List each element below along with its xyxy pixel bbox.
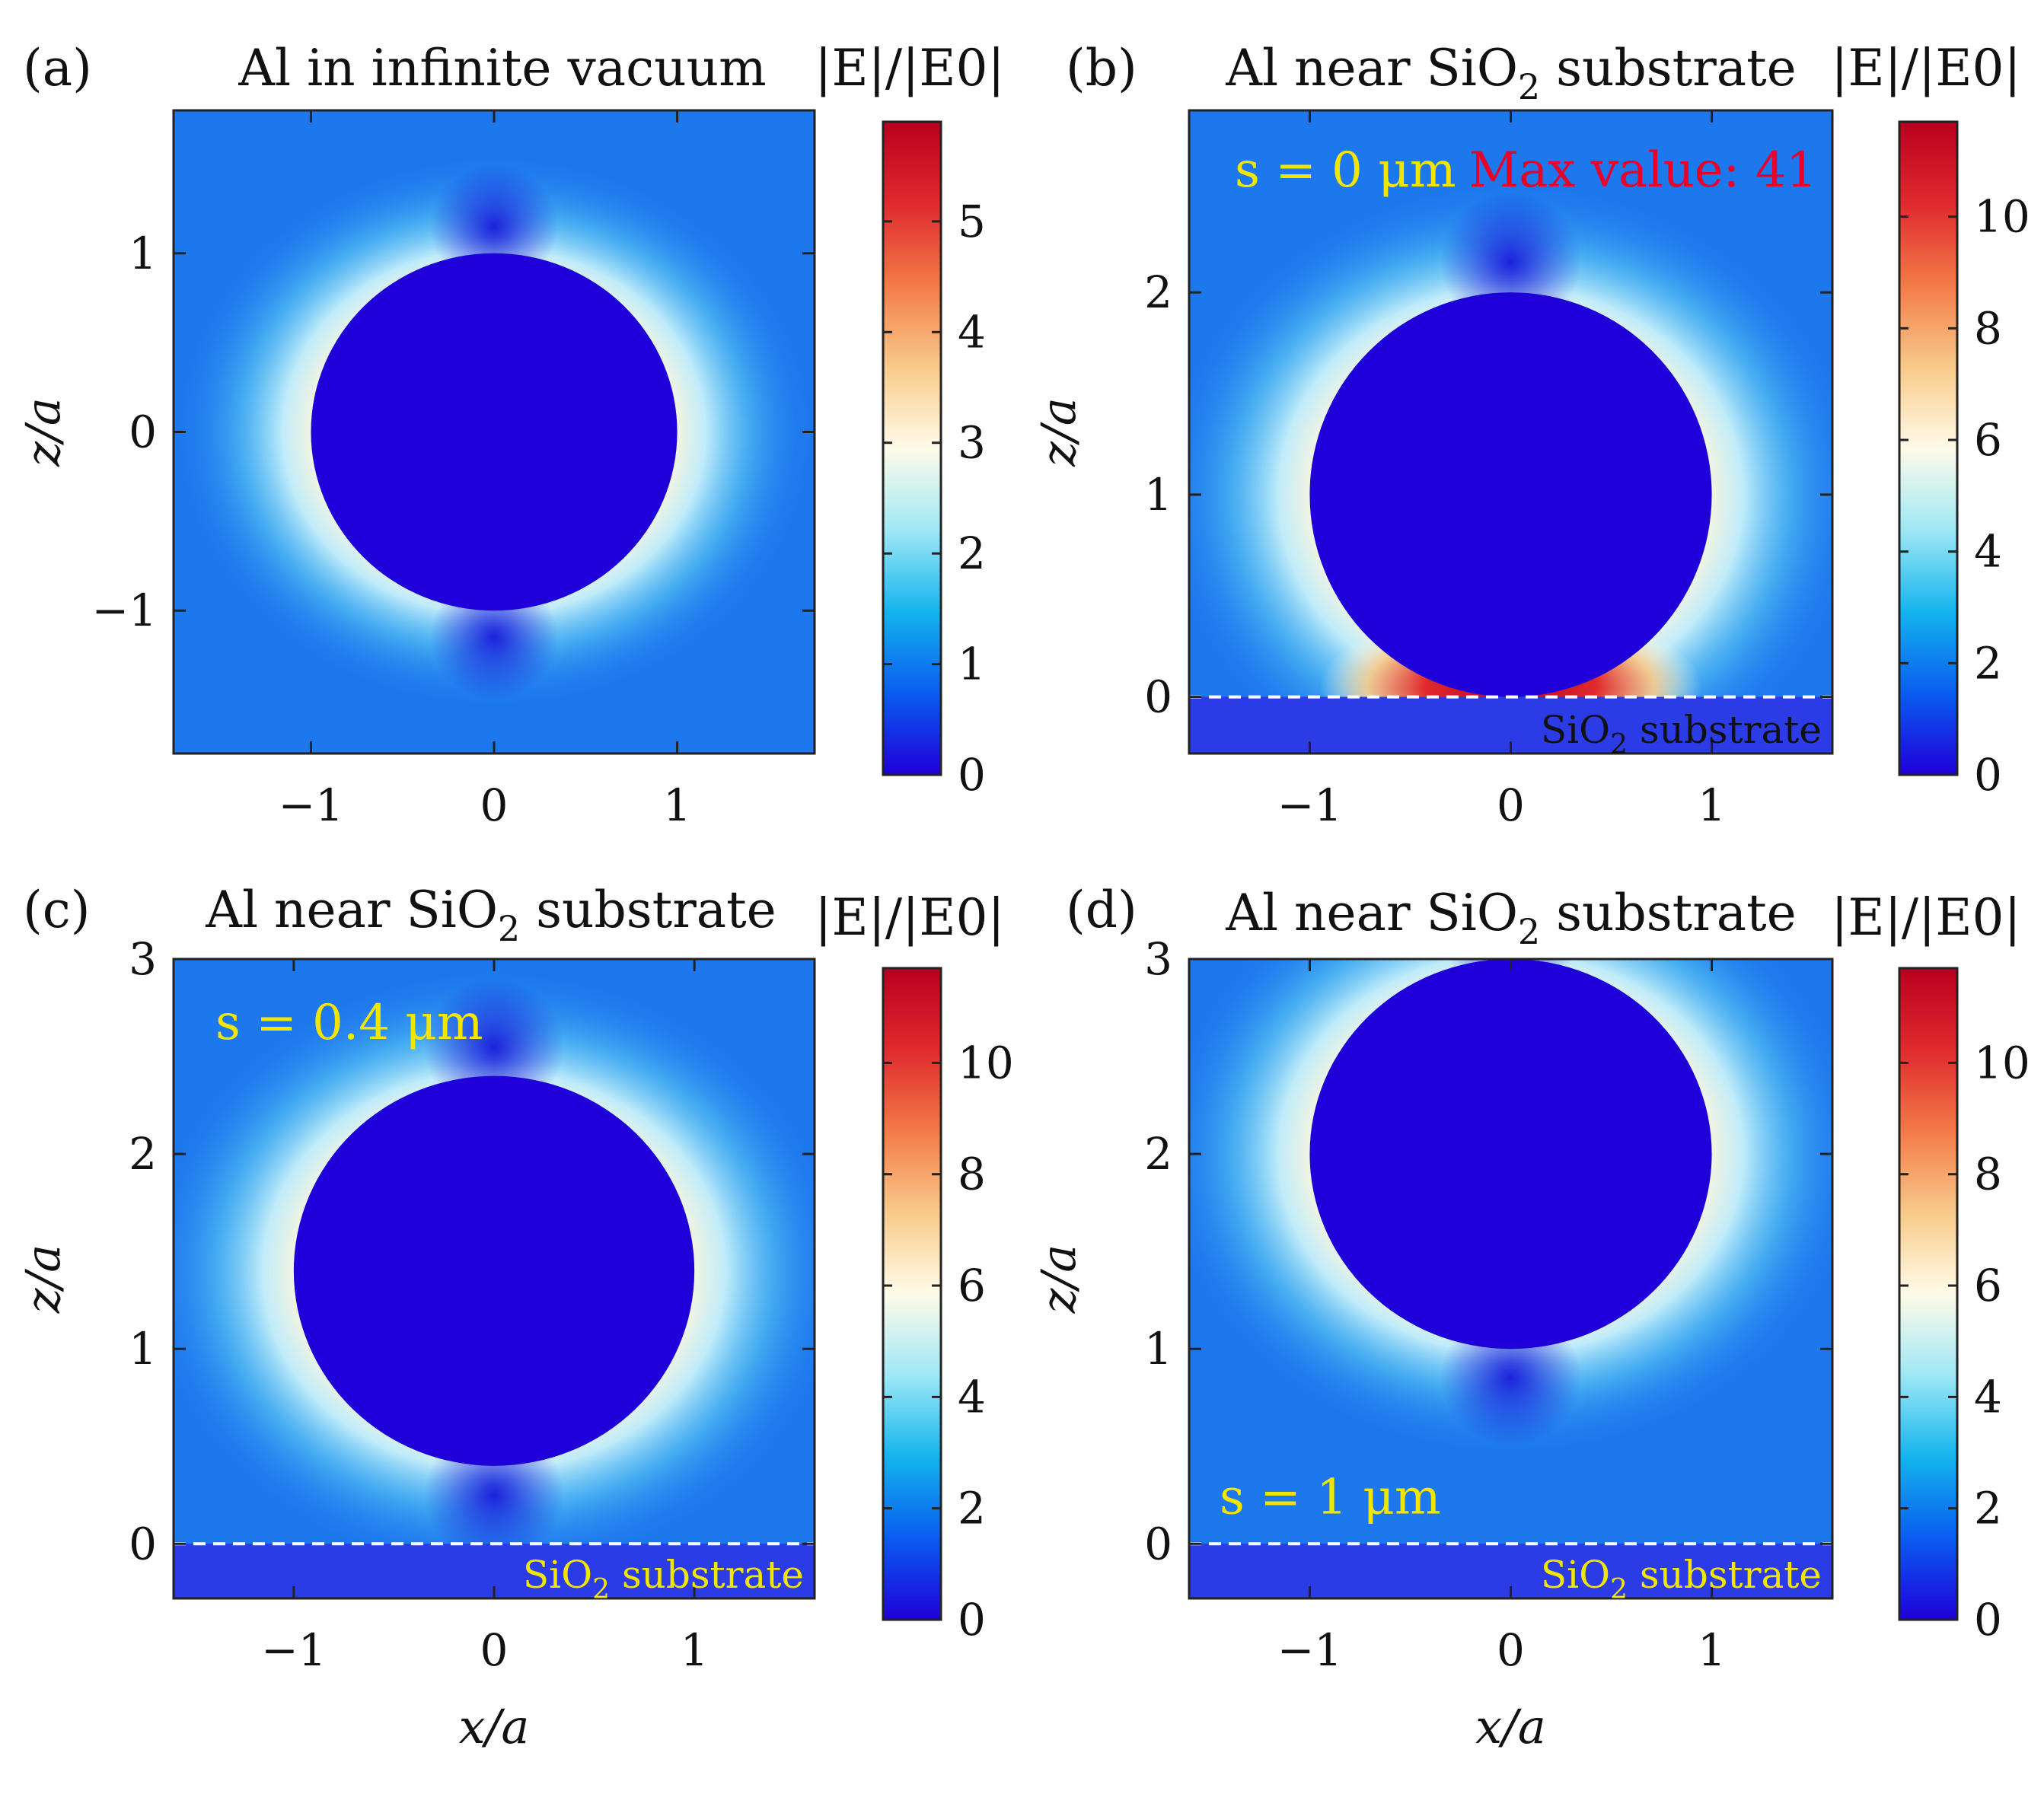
colorbar-tick-label: 6 (1974, 414, 2002, 466)
colorbar (882, 120, 942, 776)
colorbar-tick-label: 10 (1974, 1037, 2030, 1088)
substrate-label: SiO2 substrate (1541, 708, 1822, 760)
y-axis-label: z/a (15, 1244, 71, 1314)
colorbar-tick-label: 5 (958, 196, 986, 247)
field-map (1189, 959, 1832, 1598)
x-tick-label: 1 (663, 779, 691, 831)
colorbar-tick-label: 0 (958, 1594, 986, 1646)
colorbar-tick-label: 2 (1974, 637, 2002, 689)
y-tick-label: 1 (129, 1323, 157, 1375)
colorbar-tick-label: 8 (1974, 1149, 2002, 1200)
panel-label: (c) (23, 881, 90, 939)
y-tick-label: 2 (1144, 266, 1172, 318)
colorbar-label: |E|/|E0| (1831, 39, 2021, 97)
panel-label: (d) (1066, 881, 1137, 939)
y-tick-label: 2 (1144, 1128, 1172, 1180)
panel-title: Al near SiO2 substrate (1225, 39, 1796, 107)
y-tick-label: 1 (1144, 1323, 1172, 1375)
panel-title: Al near SiO2 substrate (205, 881, 776, 949)
colorbar (882, 967, 942, 1621)
colorbar-tick-label: 8 (1974, 302, 2002, 354)
colorbar-tick-label: 2 (1974, 1483, 2002, 1534)
x-tick-label: −1 (279, 779, 344, 831)
colorbar-tick-label: 6 (1974, 1260, 2002, 1311)
colorbar-tick-label: 10 (958, 1037, 1014, 1088)
panel-label: (b) (1066, 39, 1137, 97)
colorbar-tick-label: 4 (1974, 526, 2002, 578)
particle (293, 1075, 695, 1466)
colorbar-tick-label: 0 (1974, 749, 2002, 801)
x-tick-label: 0 (480, 779, 509, 831)
field-map (174, 959, 815, 1598)
colorbar-tick-label: 2 (958, 1483, 986, 1534)
colorbar-tick-label: 10 (1974, 191, 2030, 243)
substrate-label: SiO2 substrate (1541, 1553, 1822, 1605)
field-map (174, 110, 815, 754)
substrate-label: SiO2 substrate (523, 1553, 804, 1605)
y-tick-label: 1 (129, 228, 157, 279)
y-tick-label: 0 (129, 1518, 157, 1569)
panel-label: (a) (23, 39, 92, 97)
y-axis-label: z/a (15, 397, 71, 467)
y-tick-label: 1 (1144, 469, 1172, 521)
colorbar-label: |E|/|E0| (815, 39, 1005, 97)
y-tick-label: 3 (129, 933, 157, 985)
x-tick-label: 0 (1497, 779, 1525, 831)
colorbar-tick-label: 4 (958, 306, 986, 358)
panel-title: Al in infinite vacuum (238, 39, 766, 97)
x-tick-label: 0 (1497, 1624, 1525, 1676)
panel-0: −1 0 1 −1 0 1 z/a (a) Al in infinite vacuum 0 1 2 3 4… (15, 39, 1005, 831)
max-value-annotation: Max value: 41 (1469, 142, 1817, 199)
particle (311, 253, 678, 611)
spacing-annotation: s = 0.4 μm (215, 995, 483, 1051)
particle (1309, 959, 1712, 1349)
colorbar-tick-label: 2 (958, 527, 986, 579)
x-tick-label: 0 (480, 1624, 509, 1676)
x-tick-label: 1 (1698, 779, 1726, 831)
x-tick-label: 1 (1698, 1624, 1726, 1676)
y-tick-label: 0 (1144, 671, 1172, 723)
y-tick-label: −1 (92, 585, 158, 636)
colorbar-tick-label: 4 (958, 1371, 986, 1423)
colorbar (1898, 967, 1959, 1621)
colorbar (1898, 120, 1959, 776)
colorbar-tick-label: 4 (1974, 1371, 2002, 1423)
y-axis-label: z/a (1031, 397, 1086, 467)
x-tick-label: −1 (1277, 1624, 1343, 1676)
y-tick-label: 0 (129, 406, 157, 458)
particle (1309, 292, 1712, 697)
y-tick-label: 3 (1144, 933, 1172, 985)
x-axis-label: x/a (459, 1699, 530, 1754)
colorbar-tick-label: 6 (958, 1260, 986, 1311)
colorbar-tick-label: 0 (1974, 1594, 2002, 1646)
colorbar-tick-label: 8 (958, 1149, 986, 1200)
x-tick-label: −1 (261, 1624, 327, 1676)
x-axis-label: x/a (1475, 1699, 1546, 1754)
colorbar-tick-label: 1 (958, 639, 986, 690)
field-map (1189, 110, 1832, 754)
y-tick-label: 2 (129, 1128, 157, 1180)
x-tick-label: 1 (681, 1624, 709, 1676)
x-tick-label: −1 (1277, 779, 1343, 831)
colorbar-tick-label: 0 (958, 749, 986, 801)
colorbar-label: |E|/|E0| (1831, 888, 2021, 947)
panel-title: Al near SiO2 substrate (1225, 884, 1796, 952)
y-axis-label: z/a (1031, 1244, 1086, 1314)
colorbar-label: |E|/|E0| (815, 888, 1005, 947)
spacing-annotation: s = 1 μm (1220, 1469, 1441, 1525)
colorbar-tick-label: 3 (958, 417, 986, 469)
y-tick-label: 0 (1144, 1518, 1172, 1569)
spacing-annotation: s = 0 μm (1235, 142, 1456, 199)
